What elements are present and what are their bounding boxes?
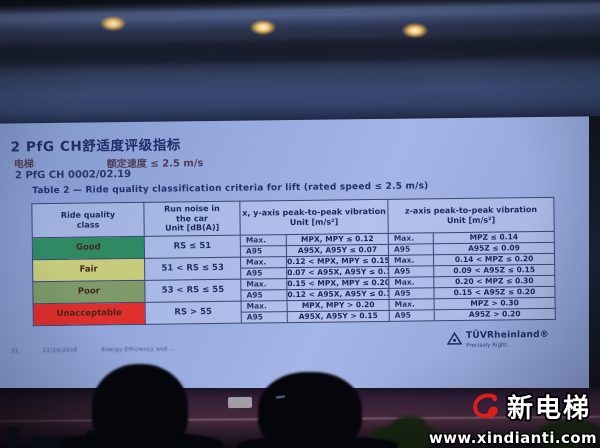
stat-label: A95 xyxy=(240,289,288,302)
slide-subtitle-value: 额定速度 ≤ 2.5 m/s xyxy=(106,158,204,171)
projection-screen-slide: 2 PfG CH舒适度评级指标 电梯 额定速度 ≤ 2.5 m/s 2 PfG … xyxy=(0,116,596,396)
stat-label: A95 xyxy=(388,265,434,278)
stat-label: A95 xyxy=(389,309,435,322)
stat-label: A95 xyxy=(240,245,287,258)
wall-outlet xyxy=(227,396,253,409)
ceiling-light xyxy=(100,16,126,31)
ride-quality-table: Ride quality class Run noise in the car … xyxy=(31,196,556,327)
header-ride-quality-class: Ride quality class xyxy=(31,202,145,238)
bottle-silhouette xyxy=(8,426,19,448)
header-run-noise: Run noise in the car Unit [dB(A)] xyxy=(143,201,241,237)
watermark-site: www.xindianti.com xyxy=(428,429,597,447)
plant-silhouette xyxy=(536,420,600,448)
stat-label: Max. xyxy=(388,254,434,267)
noise-cell: RS ≤ 51 xyxy=(144,235,241,259)
tuv-triangle-icon xyxy=(446,331,463,345)
noise-cell: 51 < RS ≤ 53 xyxy=(144,257,241,281)
audience-shoulders xyxy=(62,432,222,448)
table-caption: Table 2 — Ride quality classification cr… xyxy=(32,181,429,197)
slide-title: 2 PfG CH舒适度评级指标 xyxy=(10,137,182,156)
slide-footer-note: Energy Efficiency and … xyxy=(101,346,176,354)
xy-value: A95X, A95Y > 0.15 xyxy=(287,310,390,323)
screen-right-bezel xyxy=(589,116,600,394)
class-cell-fair: Fair xyxy=(32,258,145,282)
stat-label: A95 xyxy=(388,243,434,256)
stat-label: Max. xyxy=(389,298,435,311)
ceiling-shadow xyxy=(0,35,600,67)
audience-shoulders xyxy=(238,436,398,448)
slide-doc-reference: 2 PfG CH 0002/02.19 xyxy=(14,168,132,182)
stat-label: Max. xyxy=(240,234,287,247)
stat-label: Max. xyxy=(241,300,288,313)
watermark-brand: 新电梯 xyxy=(506,394,591,424)
header-z-vibration: z-axis peak-to-peak vibration Unit [m/s²… xyxy=(387,197,555,234)
slide-subtitle-label: 电梯 xyxy=(13,159,34,171)
class-cell-unacceptable: Unacceptable xyxy=(33,302,146,326)
class-cell-poor: Poor xyxy=(32,280,146,304)
z-value: A95Z > 0.20 xyxy=(434,308,556,321)
stat-label: Max. xyxy=(240,278,287,291)
watermark: 新电梯 www.xindianti.com xyxy=(429,391,597,447)
audience-head xyxy=(258,372,362,448)
stat-label: A95 xyxy=(388,287,435,300)
slide-date: 11/10/2016 xyxy=(42,347,78,355)
header-xy-vibration: x, y-axis peak-to-peak vibration Unit [m… xyxy=(239,199,389,236)
stat-label: A95 xyxy=(241,311,288,324)
tuv-brand-text: TÜVRheinland® xyxy=(465,329,550,341)
stat-label: Max. xyxy=(240,256,287,269)
noise-cell: 53 < RS ≤ 55 xyxy=(144,279,242,303)
stat-label: Max. xyxy=(388,276,434,289)
tuv-rheinland-logo: TÜVRheinland® Precisely Right. xyxy=(446,329,550,349)
slide-page-number: 21 xyxy=(11,348,19,355)
xindianti-logo-icon xyxy=(473,393,498,419)
ceiling xyxy=(0,0,600,130)
class-cell-good: Good xyxy=(32,236,145,260)
ceiling-light xyxy=(250,20,276,35)
slide-footer: 21 11/10/2016 Energy Efficiency and … xyxy=(11,346,175,354)
stat-label: A95 xyxy=(240,267,287,280)
stat-label: Max. xyxy=(388,232,434,245)
tuv-tagline: Precisely Right. xyxy=(466,342,509,349)
noise-cell: RS > 55 xyxy=(145,301,242,325)
ceiling-light xyxy=(402,23,428,38)
plant-silhouette xyxy=(392,416,426,434)
